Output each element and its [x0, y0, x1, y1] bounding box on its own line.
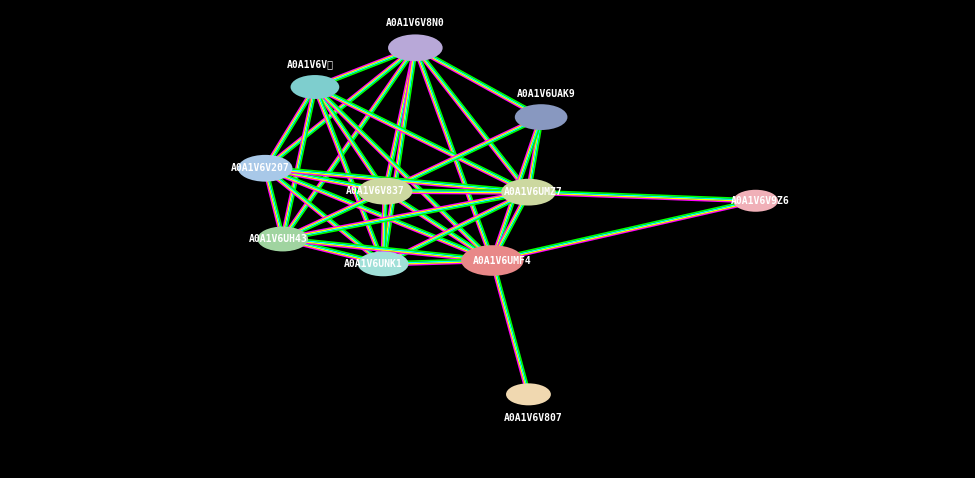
Text: A0A1V6V837: A0A1V6V837 — [346, 186, 405, 196]
Text: A0A1V6UAK9: A0A1V6UAK9 — [517, 89, 575, 99]
Circle shape — [501, 179, 556, 206]
Text: A0A1V6V9Z6: A0A1V6V9Z6 — [731, 196, 790, 206]
Circle shape — [358, 178, 412, 205]
Circle shape — [388, 34, 443, 61]
Text: A0A1V6UMF4: A0A1V6UMF4 — [473, 256, 531, 265]
Circle shape — [733, 190, 778, 212]
Text: A0A1V6V8N0: A0A1V6V8N0 — [386, 18, 445, 28]
Text: A0A1V6V⁠: A0A1V6V⁠ — [287, 59, 333, 69]
Circle shape — [515, 104, 567, 130]
Circle shape — [257, 227, 308, 251]
Circle shape — [291, 75, 339, 99]
Circle shape — [506, 383, 551, 405]
Text: A0A1V6UNK1: A0A1V6UNK1 — [344, 259, 403, 269]
Circle shape — [238, 155, 292, 182]
Text: A0A1V6V807: A0A1V6V807 — [504, 413, 563, 423]
Circle shape — [358, 251, 409, 276]
Text: A0A1V6UH43: A0A1V6UH43 — [249, 234, 307, 244]
Circle shape — [461, 245, 524, 276]
Text: A0A1V6UMZ7: A0A1V6UMZ7 — [504, 187, 563, 197]
Text: A0A1V6V207: A0A1V6V207 — [231, 163, 290, 173]
